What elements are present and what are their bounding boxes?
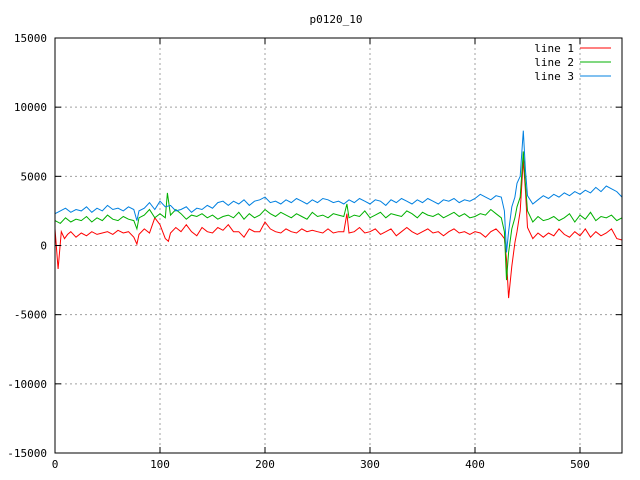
x-tick-label: 500 — [570, 458, 590, 471]
series-line-2 — [54, 151, 623, 281]
x-tick-label: 100 — [150, 458, 170, 471]
y-tick-label: 0 — [40, 240, 47, 253]
legend-label-1: line 1 — [534, 42, 574, 55]
series-line-1 — [54, 159, 623, 299]
x-tick-label: 0 — [52, 458, 59, 471]
axis-ticks: 0 100 200 300 400 500 -15000 -10000 -5000 0 5000 10… — [7, 32, 622, 471]
grid-lines — [55, 38, 622, 453]
chart-title: p0120_10 — [310, 13, 363, 26]
y-tick-label: -5000 — [14, 309, 47, 322]
y-tick-label: 10000 — [14, 101, 47, 114]
y-tick-label: -15000 — [7, 447, 47, 460]
x-tick-label: 400 — [465, 458, 485, 471]
x-tick-label: 300 — [360, 458, 380, 471]
y-tick-label: 15000 — [14, 32, 47, 45]
y-tick-label: 5000 — [21, 170, 48, 183]
x-tick-label: 200 — [255, 458, 275, 471]
series-lines — [54, 130, 623, 299]
y-tick-label: -10000 — [7, 378, 47, 391]
legend-label-2: line 2 — [534, 56, 574, 69]
series-line-3 — [54, 130, 623, 253]
legend-label-3: line 3 — [534, 70, 574, 83]
